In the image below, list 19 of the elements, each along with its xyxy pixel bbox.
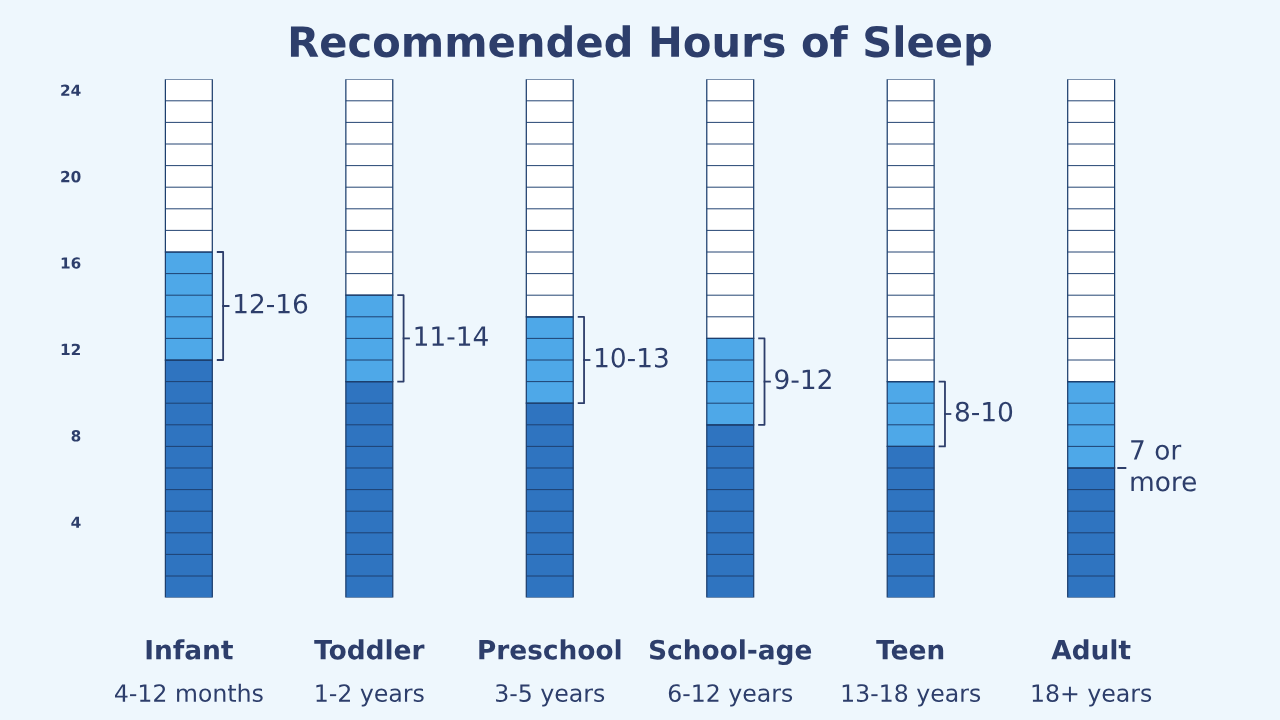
x-tick-label: Toddler 1-2 years xyxy=(314,639,425,707)
y-tick-label: 24 xyxy=(61,84,81,96)
x-tick-label: Preschool 3-5 years xyxy=(479,639,621,707)
y-tick-label: 16 xyxy=(61,257,81,269)
annotation: 9-12 xyxy=(775,369,831,390)
y-tick-label: 20 xyxy=(61,170,81,183)
x-tick-label: Adult 18+ years xyxy=(1032,639,1152,707)
x-tick-label: School-age 6-12 years xyxy=(649,639,812,707)
y-tick-label: 12 xyxy=(61,343,80,355)
annotation: 8-10 xyxy=(955,401,1013,422)
annotation: 11-14 xyxy=(415,326,488,346)
y-tick-label: 8 xyxy=(71,430,81,442)
x-tick-label: Teen 13-18 years xyxy=(842,640,981,707)
x-tick-label: Infant 4-12 months xyxy=(115,639,263,702)
annotation: 7 or more xyxy=(1131,440,1196,492)
y-tick-label: 4 xyxy=(71,516,81,528)
annotation: 10-13 xyxy=(595,347,668,368)
chart-title: Recommended Hours of Sleep xyxy=(290,25,992,66)
annotation: 12-16 xyxy=(235,293,308,314)
